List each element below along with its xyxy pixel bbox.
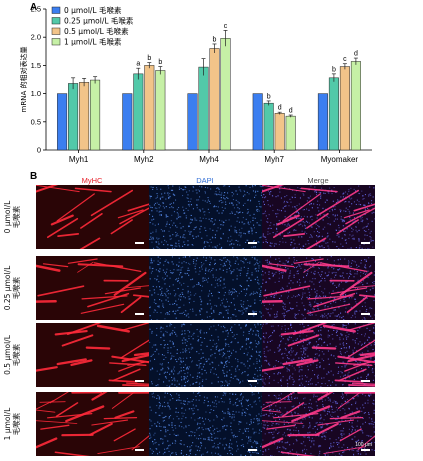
significance-letter: c: [343, 56, 347, 63]
micrograph-merge: [262, 185, 375, 249]
scale-bar: [248, 449, 257, 451]
scale-bar: [361, 242, 370, 244]
significance-letter: c: [224, 23, 228, 30]
bar: [187, 93, 198, 151]
legend-swatch: [51, 17, 61, 25]
scale-bar: [135, 313, 144, 315]
column-header-dapi: DAPI: [196, 176, 214, 185]
scale-bar: [361, 449, 370, 451]
y-tick-label: 0: [37, 146, 41, 155]
micrograph-dapi: [149, 392, 262, 456]
significance-letter: d: [354, 51, 358, 58]
y-tick-label: 2.0: [31, 33, 41, 42]
micrograph-myhc: [36, 185, 149, 249]
scale-bar: [135, 380, 144, 382]
panel-a-label: A: [30, 2, 38, 13]
significance-letter: a: [136, 61, 140, 68]
bar: [144, 65, 155, 151]
scale-bar: [248, 313, 257, 315]
significance-letter: b: [147, 55, 151, 62]
panel-b-label: B: [30, 171, 38, 182]
micrograph-myhc: [36, 323, 149, 387]
scale-bar: [135, 242, 144, 244]
bar: [274, 113, 285, 151]
scale-bar: [248, 380, 257, 382]
row-label: 0.5 μmol/L 毛喉素: [3, 335, 21, 375]
micrograph-merge: [262, 256, 375, 320]
y-tick-label: 0.5: [31, 117, 41, 126]
micrograph-myhc: [36, 256, 149, 320]
significance-letter: b: [332, 66, 336, 73]
bar: [133, 73, 144, 151]
x-tick-label: Myomaker: [321, 155, 359, 164]
bar: [263, 102, 274, 151]
bar: [317, 93, 328, 151]
micrograph-dapi: [149, 256, 262, 320]
micrograph-merge: 100 μm: [262, 392, 375, 456]
significance-letter: b: [213, 36, 217, 43]
x-tick-label: Myh1: [69, 155, 89, 164]
legend-swatch: [51, 38, 61, 46]
significance-letter: d: [278, 105, 282, 112]
y-tick-label: 2.5: [31, 5, 41, 14]
legend-label: 1 μmol/L 毛喉素: [64, 37, 122, 47]
scale-bar: [361, 380, 370, 382]
bar: [90, 79, 101, 151]
bar: [220, 38, 231, 151]
column-header-merge: Merge: [307, 176, 329, 185]
y-axis-label: mRNA 的相对表达量: [19, 47, 28, 113]
bar: [252, 93, 263, 151]
bar: [328, 77, 339, 151]
significance-letter: d: [289, 108, 293, 115]
micrograph-merge: [262, 323, 375, 387]
bar: [339, 66, 350, 151]
scale-bar: [361, 313, 370, 315]
legend-label: 0.25 μmol/L 毛喉素: [64, 16, 134, 26]
legend-swatch: [51, 6, 61, 14]
bar: [122, 93, 133, 151]
bar: [198, 66, 209, 151]
bar: [209, 48, 220, 151]
legend-label: 0 μmol/L 毛喉素: [64, 5, 122, 15]
micrograph-dapi: [149, 185, 262, 249]
bar: [57, 93, 68, 151]
y-tick-label: 1.0: [31, 89, 41, 98]
scale-bar: [135, 449, 144, 451]
significance-letter: b: [158, 59, 162, 66]
bar: [350, 61, 361, 151]
row-label: 1 μmol/L 毛喉素: [3, 407, 21, 441]
row-label: 0 μmol/L 毛喉素: [3, 200, 21, 234]
row-label: 0.25 μmol/L 毛喉素: [3, 265, 21, 311]
y-tick-label: 1.5: [31, 61, 41, 70]
bar: [68, 83, 79, 151]
bar: [155, 70, 166, 151]
column-header-myhc: MyHC: [81, 176, 103, 185]
scale-bar: [248, 242, 257, 244]
micrograph-dapi: [149, 323, 262, 387]
x-tick-label: Myh2: [134, 155, 154, 164]
legend-label: 0.5 μmol/L 毛喉素: [64, 26, 129, 36]
scale-bar-label: 100 μm: [355, 442, 372, 448]
bar: [285, 115, 296, 151]
bar: [79, 82, 90, 151]
significance-letter: b: [267, 93, 271, 100]
x-tick-label: Myh7: [264, 155, 284, 164]
legend-swatch: [51, 27, 61, 35]
micrograph-myhc: [36, 392, 149, 456]
x-tick-label: Myh4: [199, 155, 219, 164]
